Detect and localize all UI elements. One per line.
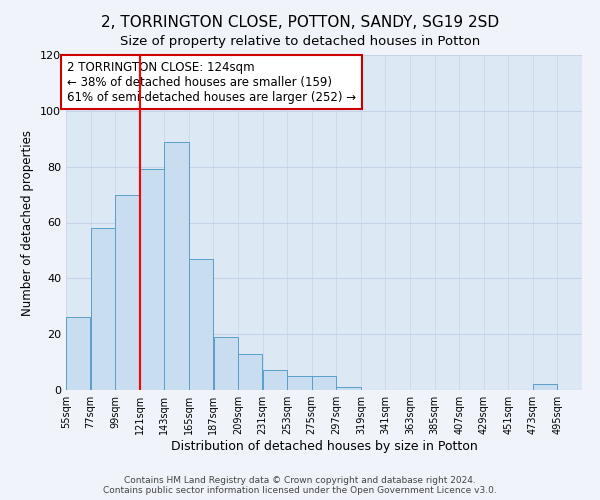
Bar	[337, 387, 361, 390]
Bar	[140, 170, 164, 390]
Text: 2 TORRINGTON CLOSE: 124sqm
← 38% of detached houses are smaller (159)
61% of sem: 2 TORRINGTON CLOSE: 124sqm ← 38% of deta…	[67, 60, 356, 104]
X-axis label: Distribution of detached houses by size in Potton: Distribution of detached houses by size …	[170, 440, 478, 453]
Bar	[189, 259, 213, 390]
Text: 2, TORRINGTON CLOSE, POTTON, SANDY, SG19 2SD: 2, TORRINGTON CLOSE, POTTON, SANDY, SG19…	[101, 15, 499, 30]
Bar	[287, 376, 311, 390]
Y-axis label: Number of detached properties: Number of detached properties	[22, 130, 34, 316]
Bar	[115, 194, 140, 390]
Bar	[214, 337, 238, 390]
Bar	[66, 318, 91, 390]
Bar	[533, 384, 557, 390]
Bar	[91, 228, 115, 390]
Bar	[312, 376, 336, 390]
Text: Contains HM Land Registry data © Crown copyright and database right 2024.
Contai: Contains HM Land Registry data © Crown c…	[103, 476, 497, 495]
Bar	[164, 142, 188, 390]
Bar	[238, 354, 262, 390]
Bar	[263, 370, 287, 390]
Text: Size of property relative to detached houses in Potton: Size of property relative to detached ho…	[120, 35, 480, 48]
